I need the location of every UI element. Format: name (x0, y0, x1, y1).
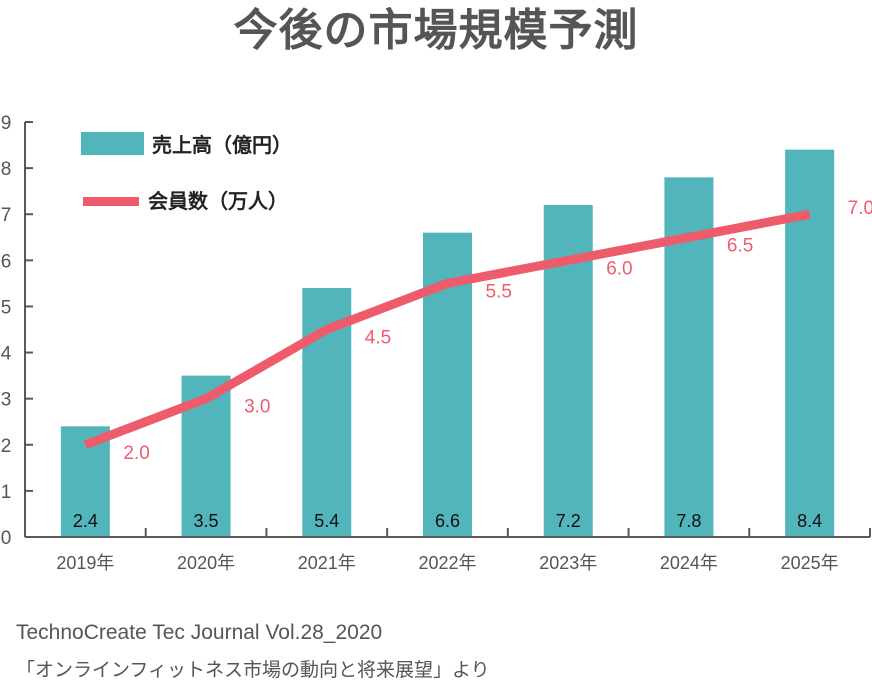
y-tick-label: 4 (1, 344, 12, 365)
bar-value-label: 2.4 (73, 511, 98, 531)
bar-value-label: 7.8 (676, 511, 701, 531)
line-value-label: 4.5 (365, 328, 391, 349)
source-line-2: 「オンラインフィットネス市場の動向と将来展望」より (16, 660, 490, 681)
x-tick-label: 2020年 (177, 553, 235, 573)
x-tick-label: 2023年 (539, 553, 597, 573)
bar-2025年 (785, 149, 835, 537)
line-value-label: 2.0 (123, 443, 149, 464)
y-tick-label: 1 (1, 482, 12, 503)
line-value-label: 3.0 (244, 397, 270, 418)
bar-value-label: 5.4 (314, 511, 339, 531)
member-line (83, 209, 811, 449)
y-tick-label: 6 (1, 251, 12, 272)
line-value-label: 7.0 (848, 198, 872, 219)
line-value-label: 6.5 (727, 235, 753, 256)
y-tick-label: 3 (1, 390, 12, 411)
bar-value-label: 8.4 (797, 511, 822, 531)
x-tick-label: 2024年 (660, 553, 718, 573)
y-tick-label: 2 (1, 436, 12, 457)
x-tick-label: 2021年 (298, 553, 356, 573)
bar-value-label: 6.6 (435, 511, 460, 531)
y-tick-label: 5 (1, 297, 12, 318)
line-value-label: 6.0 (606, 258, 632, 279)
line-value-label: 5.5 (486, 281, 512, 302)
legend-bar-label: 売上高（億円） (152, 133, 292, 157)
source-line-1: TechnoCreate Tec Journal Vol.28_2020 (16, 621, 383, 644)
bar-value-label: 3.5 (194, 511, 219, 531)
bar-value-label: 7.2 (556, 511, 581, 531)
y-tick-label: 8 (1, 159, 12, 180)
legend-line-label: 会員数（万人） (148, 189, 288, 213)
x-tick-label: 2025年 (781, 553, 839, 573)
y-tick-label: 0 (1, 528, 12, 549)
y-tick-label: 9 (1, 113, 12, 134)
legend-line-swatch (83, 197, 139, 206)
chart-title: 今後の市場規模予測 (233, 5, 639, 56)
legend-bar-swatch (81, 132, 144, 155)
x-tick-label: 2019年 (56, 553, 114, 573)
x-tick-label: 2022年 (418, 553, 476, 573)
y-tick-label: 7 (1, 205, 12, 226)
